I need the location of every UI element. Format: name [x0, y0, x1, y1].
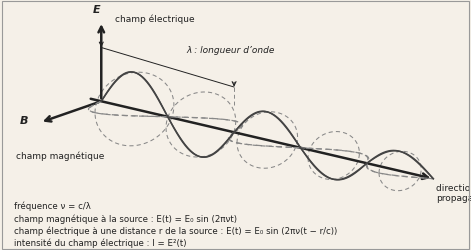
Text: direction de
propagation: direction de propagation [436, 184, 471, 203]
Text: intensité du champ électrique : I = E²(t): intensité du champ électrique : I = E²(t… [14, 239, 187, 248]
Text: champ électrique: champ électrique [115, 14, 195, 24]
Text: λ : longueur d’onde: λ : longueur d’onde [187, 46, 275, 55]
Text: fréquence ν = c/λ: fréquence ν = c/λ [14, 202, 91, 211]
Text: E: E [93, 5, 100, 15]
Text: champ magnétique à la source : E(t) = E₀ sin (2πνt): champ magnétique à la source : E(t) = E₀… [14, 214, 237, 224]
Text: B: B [20, 116, 28, 126]
Text: champ magnétique: champ magnétique [16, 152, 105, 161]
Text: champ électrique à une distance r de la source : E(t) = E₀ sin (2πν(t − r/c)): champ électrique à une distance r de la … [14, 226, 337, 236]
